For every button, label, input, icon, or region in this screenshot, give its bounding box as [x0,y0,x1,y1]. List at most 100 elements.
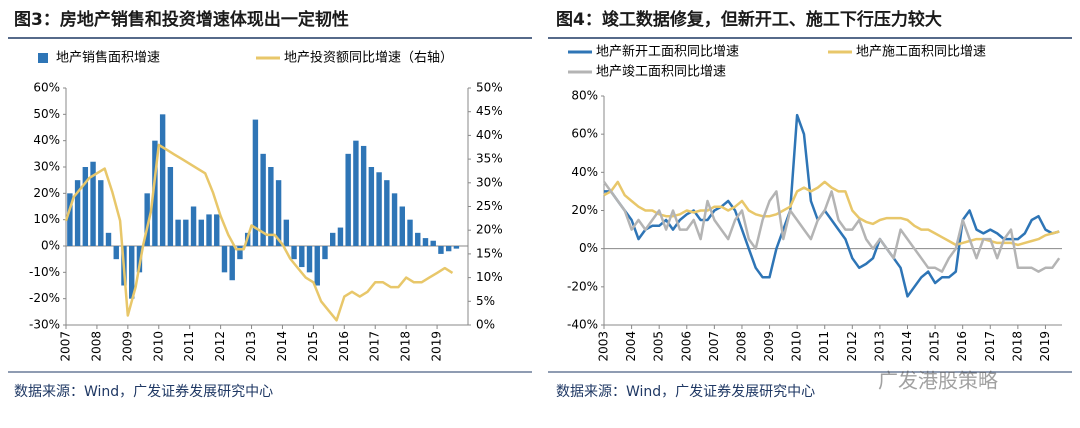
x-tick-label: 2016 [955,331,969,362]
bar [368,167,375,246]
line [64,143,454,322]
bar [384,180,390,246]
y-tick-label: -10% [29,265,60,279]
x-tick-label: 2007 [707,331,721,362]
bar [152,140,158,246]
bar [283,219,290,246]
chart-title: 图3：房地产销售和投资增速体现出一定韧性 [14,9,349,30]
legend-label: 地产施工面积同比增速 [856,45,986,60]
x-tick-label: 2013 [244,331,258,362]
x-tick-label: 2007 [59,331,73,362]
x-tick-label: 2010 [151,331,165,362]
bar [198,219,204,246]
bar [190,206,197,246]
bar [345,153,351,246]
legend-label: 地产新开工面积同比增速 [596,44,739,60]
y-tick-label: 40% [33,133,60,147]
bar [376,172,382,246]
line [602,181,1061,273]
line [604,113,1060,298]
y-tick-label: 40% [571,165,598,179]
x-tick-label: 2018 [399,331,413,362]
y-tick-label: -20% [29,291,60,305]
x-tick-label: 2005 [652,331,666,362]
bar [314,246,320,286]
bar [353,140,359,246]
x-tick-label: 2015 [306,331,320,362]
y2-tick-label: 35% [476,152,503,166]
bar [90,161,96,246]
bar [407,219,413,246]
y2-tick-label: 45% [476,104,503,118]
bar [67,193,73,246]
x-tick-label: 2008 [89,331,103,362]
bar [98,180,104,246]
y-tick-label: -20% [567,279,598,293]
bar [214,214,220,246]
bar [330,232,336,246]
x-tick-label: 2018 [1010,331,1024,362]
x-tick-label: 2017 [983,331,997,362]
bar [322,246,328,260]
bar [360,145,367,246]
y2-tick-label: 10% [476,270,503,284]
bar [337,227,344,246]
bar [299,246,305,268]
y-tick-label: 0% [579,241,598,255]
source: 数据来源：Wind，广发证券发展研究中心 [14,384,273,400]
bar [252,119,259,246]
x-tick-label: 2015 [928,331,942,362]
y2-tick-label: 5% [476,294,495,308]
y-tick-label: 20% [33,186,60,200]
bar [105,232,112,246]
legend-label: 地产投资额同比增速（右轴） [284,50,453,66]
y-tick-label: 0% [41,239,60,253]
x-tick-label: 2003 [597,331,611,362]
source: 数据来源：Wind，广发证券发展研究中心 [556,384,815,400]
bar [291,246,297,260]
x-tick-label: 2014 [900,331,914,362]
watermark: 广发港股策略 [878,369,998,393]
y-tick-label: 10% [33,212,60,226]
bar [144,193,150,246]
bar [438,246,444,254]
legend-swatch [38,53,48,63]
bar [306,246,313,273]
x-tick-label: 2011 [182,331,196,362]
y-tick-label: -30% [29,318,60,332]
x-tick-label: 2019 [430,331,444,362]
bar [399,206,405,246]
bar [82,167,89,246]
bar [167,167,174,246]
x-tick-label: 2004 [624,331,638,362]
bar [275,180,282,246]
bar [260,153,266,246]
y2-tick-label: 15% [476,246,503,260]
x-tick-label: 2006 [679,331,693,362]
x-tick-label: 2009 [120,331,134,362]
x-tick-label: 2019 [1038,331,1052,362]
x-tick-label: 2012 [845,331,859,362]
bar [221,246,228,273]
y2-tick-label: 20% [476,223,503,237]
bar [237,246,243,260]
x-tick-label: 2014 [275,331,289,362]
x-tick-label: 2017 [368,331,382,362]
y-tick-label: 80% [571,89,598,103]
chart-title: 图4：竣工数据修复，但新开工、施工下行压力较大 [556,9,942,30]
y2-tick-label: 30% [476,175,503,189]
bar [422,238,429,246]
x-tick-label: 2008 [734,331,748,362]
bar [430,240,436,246]
y-tick-label: 20% [571,203,598,217]
bar [445,246,452,252]
y2-tick-label: 40% [476,128,503,142]
x-tick-label: 2013 [872,331,886,362]
bar [74,180,81,246]
bar [415,232,421,246]
legend-label: 地产销售面积增速 [56,50,160,66]
y2-tick-label: 25% [476,199,503,213]
y2-tick-label: 0% [476,318,495,332]
legend-label: 地产竣工面积同比增速 [596,65,726,80]
